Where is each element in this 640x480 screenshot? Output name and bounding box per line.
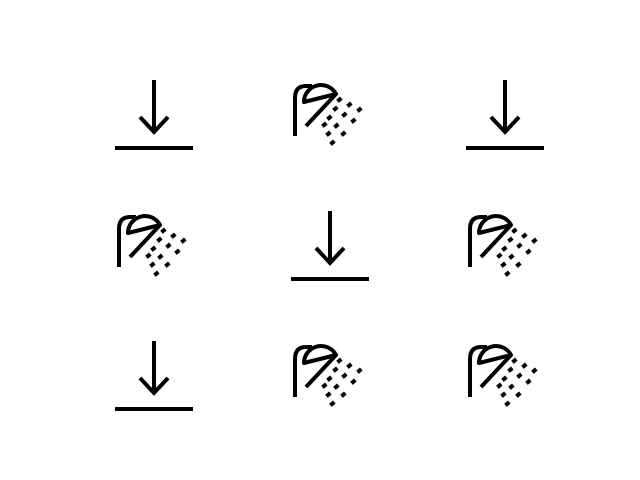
shower-icon xyxy=(457,197,553,293)
shower-icon xyxy=(282,66,378,162)
shower-icon xyxy=(457,327,553,423)
download-icon xyxy=(282,197,378,293)
shower-icon xyxy=(282,327,378,423)
shower-icon xyxy=(106,197,202,293)
download-icon xyxy=(106,66,202,162)
download-icon xyxy=(457,66,553,162)
download-icon xyxy=(106,327,202,423)
